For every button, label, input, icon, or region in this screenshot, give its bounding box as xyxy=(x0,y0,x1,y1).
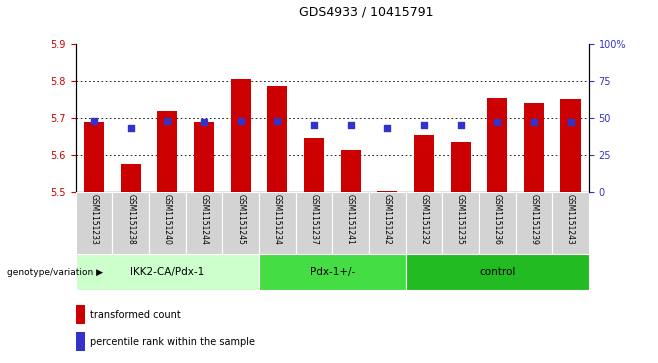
Bar xyxy=(524,103,544,192)
Text: control: control xyxy=(479,267,515,277)
Point xyxy=(565,119,576,125)
Bar xyxy=(405,254,589,290)
Text: GSM1151236: GSM1151236 xyxy=(493,194,502,245)
Bar xyxy=(157,111,178,192)
Bar xyxy=(442,192,479,254)
Text: GSM1151242: GSM1151242 xyxy=(383,194,392,245)
Bar xyxy=(369,192,405,254)
Bar xyxy=(479,192,516,254)
Bar xyxy=(120,164,141,192)
Bar xyxy=(377,191,397,192)
Text: GSM1151234: GSM1151234 xyxy=(273,194,282,245)
Bar xyxy=(341,150,361,192)
Point xyxy=(236,118,246,124)
Text: Pdx-1+/-: Pdx-1+/- xyxy=(310,267,355,277)
Text: GSM1151243: GSM1151243 xyxy=(566,194,575,245)
Text: GSM1151241: GSM1151241 xyxy=(346,194,355,245)
Bar xyxy=(516,192,552,254)
Point xyxy=(126,126,136,131)
Text: GSM1151245: GSM1151245 xyxy=(236,194,245,245)
Bar xyxy=(76,305,85,324)
Point xyxy=(162,118,172,124)
Point xyxy=(309,123,319,129)
Bar xyxy=(113,192,149,254)
Point xyxy=(272,118,282,124)
Point xyxy=(345,123,356,129)
Bar xyxy=(304,138,324,192)
Bar xyxy=(186,192,222,254)
Text: GSM1151240: GSM1151240 xyxy=(163,194,172,245)
Text: GSM1151237: GSM1151237 xyxy=(309,194,318,245)
Point xyxy=(492,119,503,125)
Bar xyxy=(149,192,186,254)
Bar xyxy=(230,79,251,192)
Bar xyxy=(451,142,470,192)
Point xyxy=(382,126,393,131)
Bar xyxy=(414,135,434,192)
Text: genotype/variation ▶: genotype/variation ▶ xyxy=(7,268,103,277)
Bar xyxy=(267,86,288,192)
Text: transformed count: transformed count xyxy=(90,310,181,320)
Bar xyxy=(552,192,589,254)
Point xyxy=(528,119,539,125)
Point xyxy=(199,119,209,125)
Text: GSM1151239: GSM1151239 xyxy=(530,194,538,245)
Text: GSM1151233: GSM1151233 xyxy=(89,194,99,245)
Text: GSM1151244: GSM1151244 xyxy=(199,194,209,245)
Text: GDS4933 / 10415791: GDS4933 / 10415791 xyxy=(299,5,434,18)
Bar xyxy=(295,192,332,254)
Bar xyxy=(76,333,85,351)
Bar xyxy=(405,192,442,254)
Bar xyxy=(259,192,295,254)
Bar xyxy=(84,122,104,192)
Bar xyxy=(561,99,580,192)
Bar xyxy=(76,254,259,290)
Point xyxy=(418,123,429,129)
Bar xyxy=(194,122,214,192)
Bar xyxy=(259,254,405,290)
Text: GSM1151238: GSM1151238 xyxy=(126,194,135,245)
Bar xyxy=(222,192,259,254)
Text: IKK2-CA/Pdx-1: IKK2-CA/Pdx-1 xyxy=(130,267,205,277)
Bar xyxy=(332,192,369,254)
Text: percentile rank within the sample: percentile rank within the sample xyxy=(90,337,255,347)
Text: GSM1151232: GSM1151232 xyxy=(419,194,428,245)
Point xyxy=(89,118,99,124)
Bar xyxy=(76,192,113,254)
Text: GSM1151235: GSM1151235 xyxy=(456,194,465,245)
Bar xyxy=(487,98,507,192)
Point xyxy=(455,123,466,129)
